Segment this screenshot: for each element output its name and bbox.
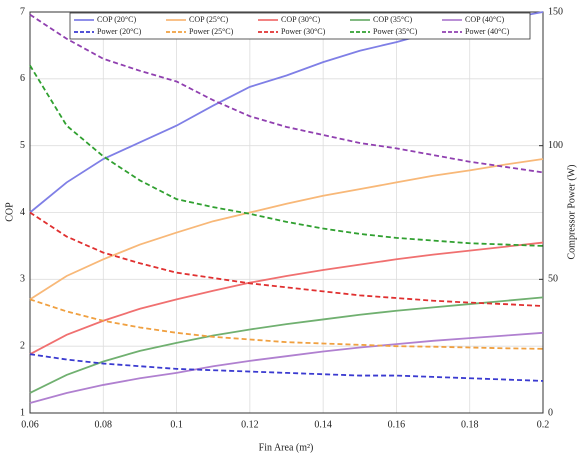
y-axis-label: COP	[4, 202, 15, 222]
legend-label: Power (30°C)	[281, 27, 326, 36]
line	[29, 331, 544, 404]
legend-label: COP (40°C)	[465, 15, 504, 24]
y2-tick-label: 50	[548, 274, 558, 285]
y2-tick-label: 0	[548, 407, 553, 418]
line	[29, 296, 544, 394]
legend-box	[69, 12, 531, 40]
y-tick-label: 1	[20, 407, 25, 418]
legend-label: Power (20°C)	[97, 27, 142, 36]
x-tick-label: 0.16	[388, 419, 406, 430]
line	[29, 13, 544, 174]
x-tick-label: 0.08	[95, 419, 113, 430]
line	[29, 353, 544, 382]
legend-label: COP (35°C)	[373, 15, 412, 24]
x-tick-label: 0.18	[461, 419, 479, 430]
y2-tick-label: 100	[548, 140, 563, 151]
y-tick-label: 4	[20, 207, 25, 218]
y-tick-label: 6	[20, 73, 25, 84]
x-tick-label: 0.12	[241, 419, 259, 430]
legend-label: COP (20°C)	[97, 15, 136, 24]
line	[29, 64, 544, 247]
x-tick-label: 0.2	[537, 419, 550, 430]
y2-tick-label: 150	[548, 6, 563, 17]
y-tick-label: 7	[20, 6, 25, 17]
legend-label: COP (25°C)	[189, 15, 228, 24]
line	[29, 158, 544, 301]
y-tick-label: 5	[20, 140, 25, 151]
line	[29, 298, 544, 350]
legend-label: COP (30°C)	[281, 15, 320, 24]
line	[29, 211, 544, 307]
y-tick-label: 3	[20, 274, 25, 285]
legend-label: Power (35°C)	[373, 27, 418, 36]
y2-axis-label: Compressor Power (W)	[566, 165, 577, 260]
legend-label: Power (40°C)	[465, 27, 510, 36]
x-axis-label: Fin Area (m²)	[259, 442, 314, 453]
y-tick-label: 2	[20, 340, 25, 351]
legend-label: Power (25°C)	[189, 27, 234, 36]
x-tick-label: 0.1	[170, 419, 183, 430]
line	[29, 11, 544, 214]
x-tick-label: 0.14	[314, 419, 332, 430]
line	[29, 241, 544, 355]
x-tick-label: 0.06	[21, 419, 39, 430]
